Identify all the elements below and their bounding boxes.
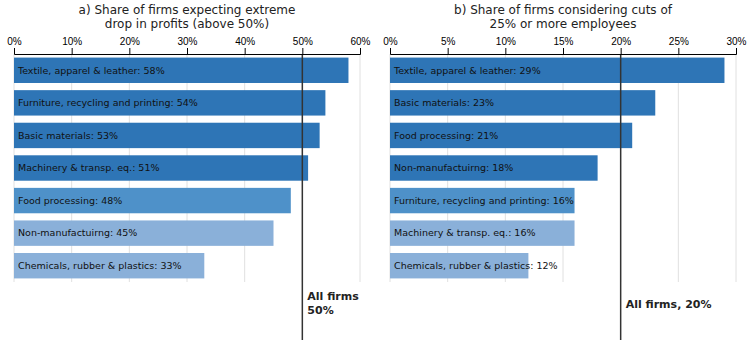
category-label: Non-manufactuirng: 18%: [394, 162, 513, 173]
tick-label: 0%: [7, 36, 22, 47]
tick-mark: [129, 48, 130, 54]
bar: [390, 58, 724, 83]
bar: [390, 220, 575, 245]
title: a) Share of firms expecting extremedrop …: [79, 3, 296, 31]
category-label: Textile, apparel & leather: 58%: [17, 65, 165, 76]
tick: 20%: [120, 36, 140, 54]
tick-mark: [14, 48, 15, 54]
tick-mark: [302, 48, 303, 54]
grid: [390, 54, 736, 282]
tick-label: 50%: [293, 36, 313, 47]
tick-mark: [390, 48, 391, 54]
bar: [390, 90, 655, 115]
title-line: b) Share of firms considering cuts of: [454, 3, 673, 17]
tick: 0%: [383, 36, 398, 54]
reference-line: [302, 54, 304, 340]
tick: 20%: [611, 36, 631, 54]
tick: 40%: [235, 36, 255, 54]
annotation: 50%: [307, 304, 333, 317]
category-label: Textile, apparel & leather: 29%: [393, 65, 541, 76]
annotation: All firms: [307, 290, 359, 303]
tick-mark: [678, 48, 679, 54]
category-label: Basic materials: 53%: [18, 130, 118, 141]
tick-mark: [736, 48, 737, 54]
category-label: Food processing: 48%: [18, 195, 122, 206]
bar: [14, 123, 320, 148]
tick-label: 30%: [726, 36, 746, 47]
tick-label: 25%: [669, 36, 689, 47]
tick-label: 60%: [350, 36, 370, 47]
category-label: Furniture, recycling and printing: 54%: [18, 97, 198, 108]
plot-area: [14, 54, 348, 340]
tick: 10%: [62, 36, 82, 54]
tick: 10%: [496, 36, 516, 54]
axis-line: [15, 48, 361, 55]
tick-mark: [505, 48, 506, 54]
tick-label: 30%: [177, 36, 197, 47]
category-labels: Textile, apparel & leather: 29% Basic mat…: [393, 65, 574, 271]
tick: 30%: [177, 36, 197, 54]
reference-line: [620, 54, 622, 340]
annotation: All firms, 20%: [626, 298, 712, 311]
bar: [14, 188, 291, 213]
tick: 50%: [293, 36, 313, 54]
tick-mark: [187, 48, 188, 54]
grid-line: [360, 54, 361, 282]
tick-mark: [360, 48, 361, 54]
title: b) Share of firms considering cuts of25%…: [454, 3, 673, 31]
tick-label: 10%: [62, 36, 82, 47]
category-label: Furniture, recycling and printing: 16%: [394, 195, 574, 206]
plot-area: [390, 54, 724, 340]
category-label: Food processing: 21%: [394, 130, 498, 141]
category-label: Chemicals, rubber & plastics: 33%: [18, 260, 182, 271]
bar: [390, 155, 598, 180]
tick-mark: [72, 48, 73, 54]
tick-label: 20%: [120, 36, 140, 47]
tick-mark: [245, 48, 246, 54]
tick: 0%: [7, 36, 22, 54]
bar: [14, 220, 274, 245]
category-label: Chemicals, rubber & plastics: 12%: [394, 260, 558, 271]
tick: 25%: [669, 36, 689, 54]
tick-mark: [621, 48, 622, 54]
tick-label: 15%: [553, 36, 573, 47]
bar: [390, 188, 575, 213]
category-label: Machinery & transp. eq.: 51%: [18, 162, 159, 173]
grid-line: [736, 54, 737, 282]
title-line: a) Share of firms expecting extreme: [79, 3, 296, 17]
panel: b) Share of firms considering cuts of25%…: [383, 3, 746, 340]
tick-label: 10%: [496, 36, 516, 47]
axis-line: [391, 48, 737, 55]
tick-mark: [563, 48, 564, 54]
bar: [14, 253, 204, 278]
title-line: 25% or more employees: [490, 17, 637, 31]
tick: 15%: [553, 36, 573, 54]
category-label: Basic materials: 23%: [394, 97, 494, 108]
tick-label: 5%: [441, 36, 456, 47]
tick: 30%: [726, 36, 746, 54]
category-label: Machinery & transp. eq.: 16%: [394, 227, 535, 238]
tick-label: 20%: [611, 36, 631, 47]
x-axis: 0% 5% 10% 15% 20% 25% 30%: [383, 36, 746, 55]
figure: a) Share of firms expecting extremedrop …: [0, 0, 756, 349]
title-line: drop in profits (above 50%): [105, 17, 269, 31]
grid-line: [678, 54, 679, 282]
tick-label: 0%: [383, 36, 398, 47]
category-labels: Textile, apparel & leather: 58% Furniture…: [17, 65, 198, 271]
x-axis: 0% 10% 20% 30% 40% 50% 60%: [7, 36, 370, 55]
bar: [14, 90, 325, 115]
bar: [14, 58, 348, 83]
tick: 5%: [441, 36, 456, 54]
bar: [14, 155, 308, 180]
category-label: Non-manufactuirng: 45%: [18, 227, 137, 238]
tick-mark: [448, 48, 449, 54]
tick-label: 40%: [235, 36, 255, 47]
panel: a) Share of firms expecting extremedrop …: [7, 3, 370, 340]
grid: [14, 54, 360, 282]
tick: 60%: [350, 36, 370, 54]
bar: [390, 123, 632, 148]
